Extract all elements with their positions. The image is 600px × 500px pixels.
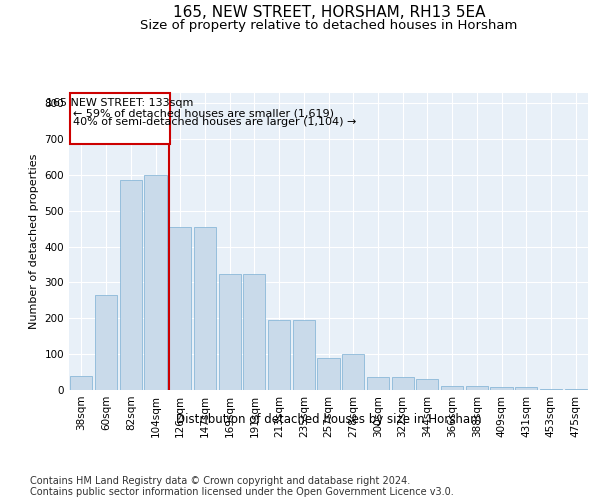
Text: Size of property relative to detached houses in Horsham: Size of property relative to detached ho… bbox=[140, 19, 517, 32]
Bar bbox=[194, 227, 216, 390]
Bar bbox=[367, 378, 389, 390]
FancyBboxPatch shape bbox=[70, 93, 170, 144]
Text: Distribution of detached houses by size in Horsham: Distribution of detached houses by size … bbox=[176, 412, 482, 426]
Text: 165, NEW STREET, HORSHAM, RH13 5EA: 165, NEW STREET, HORSHAM, RH13 5EA bbox=[173, 5, 485, 20]
Bar bbox=[169, 227, 191, 390]
Text: Contains public sector information licensed under the Open Government Licence v3: Contains public sector information licen… bbox=[30, 487, 454, 497]
Text: Contains HM Land Registry data © Crown copyright and database right 2024.: Contains HM Land Registry data © Crown c… bbox=[30, 476, 410, 486]
Bar bbox=[268, 320, 290, 390]
Text: 40% of semi-detached houses are larger (1,104) →: 40% of semi-detached houses are larger (… bbox=[73, 117, 356, 127]
Text: ← 59% of detached houses are smaller (1,619): ← 59% of detached houses are smaller (1,… bbox=[73, 108, 334, 118]
Bar bbox=[293, 320, 315, 390]
Bar bbox=[218, 274, 241, 390]
Bar bbox=[466, 386, 488, 390]
Bar bbox=[243, 274, 265, 390]
Bar bbox=[441, 386, 463, 390]
Bar bbox=[95, 295, 117, 390]
Bar bbox=[342, 354, 364, 390]
Y-axis label: Number of detached properties: Number of detached properties bbox=[29, 154, 39, 329]
Text: 165 NEW STREET: 133sqm: 165 NEW STREET: 133sqm bbox=[46, 98, 194, 108]
Bar bbox=[515, 387, 538, 390]
Bar bbox=[145, 175, 167, 390]
Bar bbox=[317, 358, 340, 390]
Bar bbox=[416, 379, 439, 390]
Bar bbox=[490, 387, 512, 390]
Bar bbox=[70, 376, 92, 390]
Bar bbox=[392, 378, 414, 390]
Bar bbox=[119, 180, 142, 390]
